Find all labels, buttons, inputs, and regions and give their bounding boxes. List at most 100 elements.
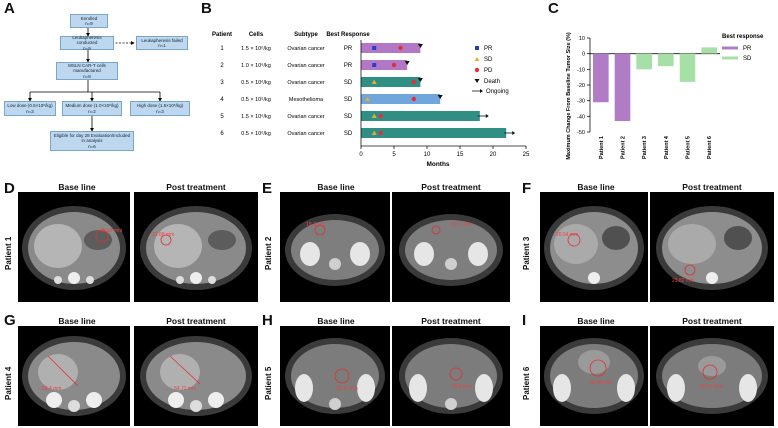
waterfall-legend-title: Best response: [722, 34, 764, 40]
d-post-measurement: 31.68 mm: [152, 232, 174, 238]
swimmer-row-patient: 1: [220, 46, 224, 52]
ct-g-base-scan: 58.4 mm: [18, 326, 130, 426]
swimmer-row-cells: 0.5 × 10⁶/kg: [241, 79, 271, 86]
swimmer-death-marker: [404, 61, 410, 65]
legend-sd-label: SD: [484, 57, 493, 63]
swimmer-pr-marker: [372, 46, 377, 50]
g-header-post: Post treatment: [166, 316, 226, 326]
flow-eligible-n: n=6: [88, 143, 96, 149]
flow-eligible-title: Eligible for day 28 Evaluation/Included …: [53, 132, 131, 144]
panel-label-b: B: [201, 0, 212, 17]
waterfall-legend-pr-label: PR: [743, 46, 752, 52]
legend-pd-circle-icon: [474, 67, 480, 73]
flow-enrolled-title: Enrolled: [80, 15, 98, 21]
ct-h-base-scan: 32.11 mm: [280, 326, 390, 426]
waterfall-chart: Maximum Change From Baseline Tumor Size …: [566, 32, 764, 160]
flow-failed-title: Leukapheresis failed: [141, 37, 183, 43]
swimmer-pd-marker: [391, 62, 397, 68]
legend-pr-label: PR: [484, 46, 493, 52]
swimmer-death-marker: [417, 44, 423, 48]
flow-low-n: n=3: [26, 108, 34, 114]
swimmer-row-cells: 1.5 × 10⁶/kg: [241, 113, 271, 120]
e-header-post: Post treatment: [421, 182, 481, 192]
waterfall-y-tick-label: -20: [577, 83, 585, 89]
panel-label-g: G: [4, 312, 16, 329]
swimmer-row-cells: 0.5 × 10⁶/kg: [241, 96, 271, 103]
f-header-base: Base line: [577, 182, 615, 192]
d-patient-label: Patient 1: [4, 236, 13, 270]
swimmer-sd-marker: [371, 79, 377, 84]
waterfall-bar: [593, 53, 609, 103]
waterfall-y-tick-label: -40: [577, 114, 585, 120]
h-post-measurement: 26.5 mm: [452, 384, 471, 390]
i-post-measurement: 35.27 mm: [700, 384, 722, 390]
flow-box-high-dose: High dose (1.5×10⁶/kg) n=3: [130, 101, 190, 116]
e-post-measurement: 13.71 mm: [450, 222, 472, 228]
flow-box-manufactured: MSLN CAR-T cells manufactured n=8: [56, 62, 118, 80]
swimmer-bar: [361, 77, 421, 87]
swimmer-bar: [361, 111, 480, 121]
swimmer-sd-marker: [371, 113, 377, 118]
swimmer-x-tick-label: 5: [392, 152, 396, 158]
waterfall-legend-sd-label: SD: [743, 56, 752, 62]
swimmer-row-patient: 6: [220, 131, 224, 137]
swimmer-x-axis-label: Months: [426, 161, 449, 168]
legend-ongoing-label: Ongoing: [486, 89, 509, 95]
swimmer-row-response: PR: [344, 63, 353, 69]
waterfall-x-tick-label: Patient 3: [642, 136, 648, 159]
swimmer-row-response: SD: [344, 97, 353, 103]
swimmer-legend: PR SD PD Death Ongoing: [472, 46, 509, 95]
swimmer-pd-marker: [411, 96, 416, 102]
waterfall-bar: [636, 53, 652, 70]
swimmer-row-cells: 0.5 × 10⁶/kg: [241, 130, 271, 137]
flow-box-leuk-failed: Leukapheresis failed n=1: [136, 36, 188, 50]
swimmer-pd-marker: [378, 130, 383, 136]
d-header-base: Base line: [58, 182, 96, 192]
legend-pd-label: PD: [484, 68, 493, 74]
ct-i-post-scan: 35.27 mm: [650, 326, 774, 426]
h-patient-label: Patient 5: [264, 366, 273, 400]
swimmer-pd-marker: [378, 113, 383, 119]
f-header-post: Post treatment: [682, 182, 742, 192]
waterfall-bar: [658, 53, 674, 67]
swimmer-x-tick-label: 15: [457, 152, 464, 158]
swimmer-row-response: SD: [344, 80, 353, 86]
swimmer-row-cells: 1.5 × 10⁶/kg: [241, 45, 271, 52]
flow-low-title: Low dose (0.5×10⁶/kg): [7, 103, 53, 108]
ct-d-base-scan: 45.52 mm: [18, 192, 130, 302]
panel-label-h: H: [262, 312, 273, 329]
swimmer-death-marker: [417, 78, 423, 82]
swimmer-row-subtype: Mesothelioma: [289, 97, 324, 103]
i-header-base: Base line: [577, 316, 615, 326]
e-patient-label: Patient 2: [264, 236, 273, 270]
swimmer-row-subtype: Ovarian cancer: [287, 114, 324, 120]
d-base-measurement: 45.52 mm: [100, 228, 122, 234]
ct-f-post-scan: 23.82 mm: [650, 192, 774, 302]
waterfall-y-tick-label: 0: [582, 52, 585, 58]
ct-g-post-scan: 54.72 mm: [134, 326, 258, 426]
legend-death-label: Death: [484, 79, 500, 85]
swimmer-row-cells: 1.0 × 10⁶/kg: [241, 62, 271, 69]
h-header-base: Base line: [317, 316, 355, 326]
legend-death-triangle-icon: [474, 79, 480, 83]
swimmer-pr-marker: [372, 63, 377, 67]
waterfall-x-tick-label: Patient 6: [707, 136, 713, 159]
swimmer-bar: [361, 94, 441, 104]
panel-label-a: A: [4, 0, 15, 17]
ct-e-base-scan: 19.3 mm: [280, 192, 390, 302]
swimmer-row-response: PR: [344, 46, 353, 52]
swimmer-row-patient: 4: [220, 97, 224, 103]
flow-manufactured-title: MSLN CAR-T cells manufactured: [68, 62, 106, 74]
swimmer-x-tick-label: 20: [490, 152, 497, 158]
swimmer-row-subtype: Ovarian cancer: [287, 46, 324, 52]
waterfall-bar: [679, 53, 696, 82]
swimmer-row-subtype: Ovarian cancer: [287, 131, 324, 137]
swimmer-row-patient: 3: [220, 80, 224, 86]
swimmer-plot: Patient Cells Subtype Best Response 1 1.5…: [212, 32, 530, 168]
flow-high-n: n=3: [156, 108, 164, 114]
swimmer-sd-marker: [371, 130, 377, 135]
waterfall-x-tick-label: Patient 4: [664, 135, 670, 159]
swimmer-x-tick-label: 25: [523, 152, 530, 158]
swimmer-x-tick-label: 10: [424, 152, 431, 158]
waterfall-y-axis-label: Maximum Change From Baseline Tumor Size …: [566, 32, 572, 160]
